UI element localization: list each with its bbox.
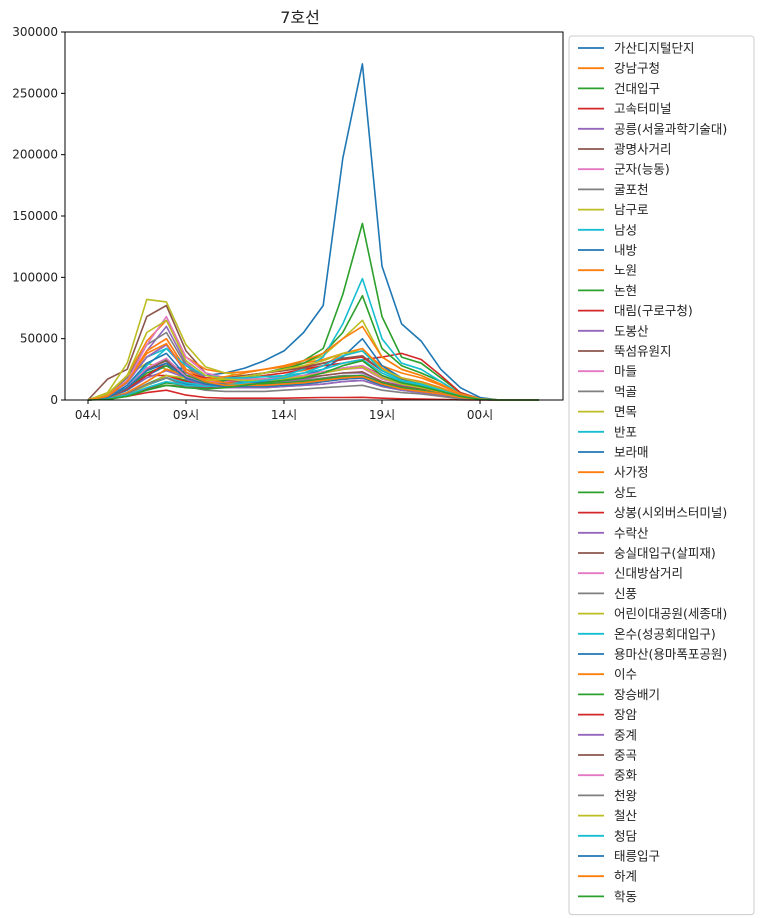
legend-label: 중곡: [614, 748, 637, 763]
legend-label: 학동: [614, 889, 637, 904]
legend-label: 가산디지털단지: [614, 41, 695, 56]
legend-label: 도봉산: [614, 323, 649, 338]
legend-label: 대림(구로구청): [614, 303, 693, 318]
legend-label: 뚝섬유원지: [614, 344, 672, 359]
series-line: [87, 359, 539, 401]
plot-area: [87, 63, 539, 401]
legend-label: 내방: [614, 243, 638, 258]
legend-box: [568, 35, 755, 916]
legend-label: 장암: [614, 707, 638, 722]
x-tick-label: 09시: [173, 408, 199, 422]
legend-label: 태릉입구: [614, 849, 660, 864]
plot-frame: [64, 31, 564, 401]
legend-label: 천왕: [614, 788, 638, 803]
y-tick-label: 250000: [12, 86, 58, 100]
legend-label: 면목: [614, 404, 637, 419]
legend-label: 숭실대입구(살피재): [614, 546, 716, 561]
legend-label: 반포: [614, 424, 637, 439]
legend-label: 하계: [614, 869, 637, 884]
legend-label: 신대방삼거리: [614, 566, 683, 581]
legend-label: 건대입구: [614, 81, 660, 96]
legend-label: 먹골: [614, 384, 637, 399]
legend-label: 중계: [614, 727, 637, 742]
legend-label: 장승배기: [614, 687, 660, 702]
legend-label: 공릉(서울과학기술대): [614, 121, 727, 136]
legend-label: 군자(능동): [614, 162, 670, 177]
legend-label: 사가정: [614, 465, 649, 480]
legend-label: 남구로: [614, 202, 649, 217]
legend-label: 수락산: [614, 525, 649, 540]
x-tick-label: 14시: [271, 408, 297, 422]
legend-label: 이수: [614, 667, 637, 682]
chart-title: 7호선: [280, 8, 320, 27]
legend-label: 청담: [614, 828, 638, 843]
legend-label: 상봉(시외버스터미널): [614, 505, 727, 520]
y-tick-label: 300000: [12, 25, 58, 39]
legend-label: 마들: [614, 364, 637, 379]
y-tick-label: 200000: [12, 148, 58, 162]
y-tick-label: 0: [50, 393, 58, 407]
y-tick-label: 100000: [12, 270, 58, 284]
y-tick-label: 150000: [12, 209, 58, 223]
x-tick-label: 00시: [467, 408, 493, 422]
legend-label: 남성: [614, 222, 637, 237]
legend-label: 광명사거리: [614, 142, 672, 157]
legend-label: 노원: [614, 263, 637, 278]
legend-label: 고속터미널: [614, 101, 672, 116]
y-tick-label: 50000: [20, 332, 58, 346]
legend-label: 굴포천: [614, 182, 649, 197]
legend-label: 논현: [614, 283, 637, 298]
series-line: [87, 342, 539, 401]
legend-label: 어린이대공원(세종대): [614, 606, 727, 621]
series-line: [87, 325, 539, 401]
axes: 0 50000 100000 150000 200000 250000 300000 04시 0…: [12, 25, 564, 422]
legend-label: 신풍: [614, 586, 637, 601]
legend-label: 보라매: [614, 445, 649, 460]
legend-label: 상도: [614, 485, 637, 500]
legend-label: 온수(성공회대입구): [614, 626, 716, 641]
legend-label: 철산: [614, 808, 638, 823]
legend-label: 용마산(용마폭포공원): [614, 647, 727, 662]
series-line: [87, 377, 539, 401]
x-tick-label: 19시: [369, 408, 395, 422]
legend-label: 중화: [614, 768, 638, 783]
x-tick-label: 04시: [75, 408, 101, 422]
legend-label: 강남구청: [614, 61, 660, 76]
